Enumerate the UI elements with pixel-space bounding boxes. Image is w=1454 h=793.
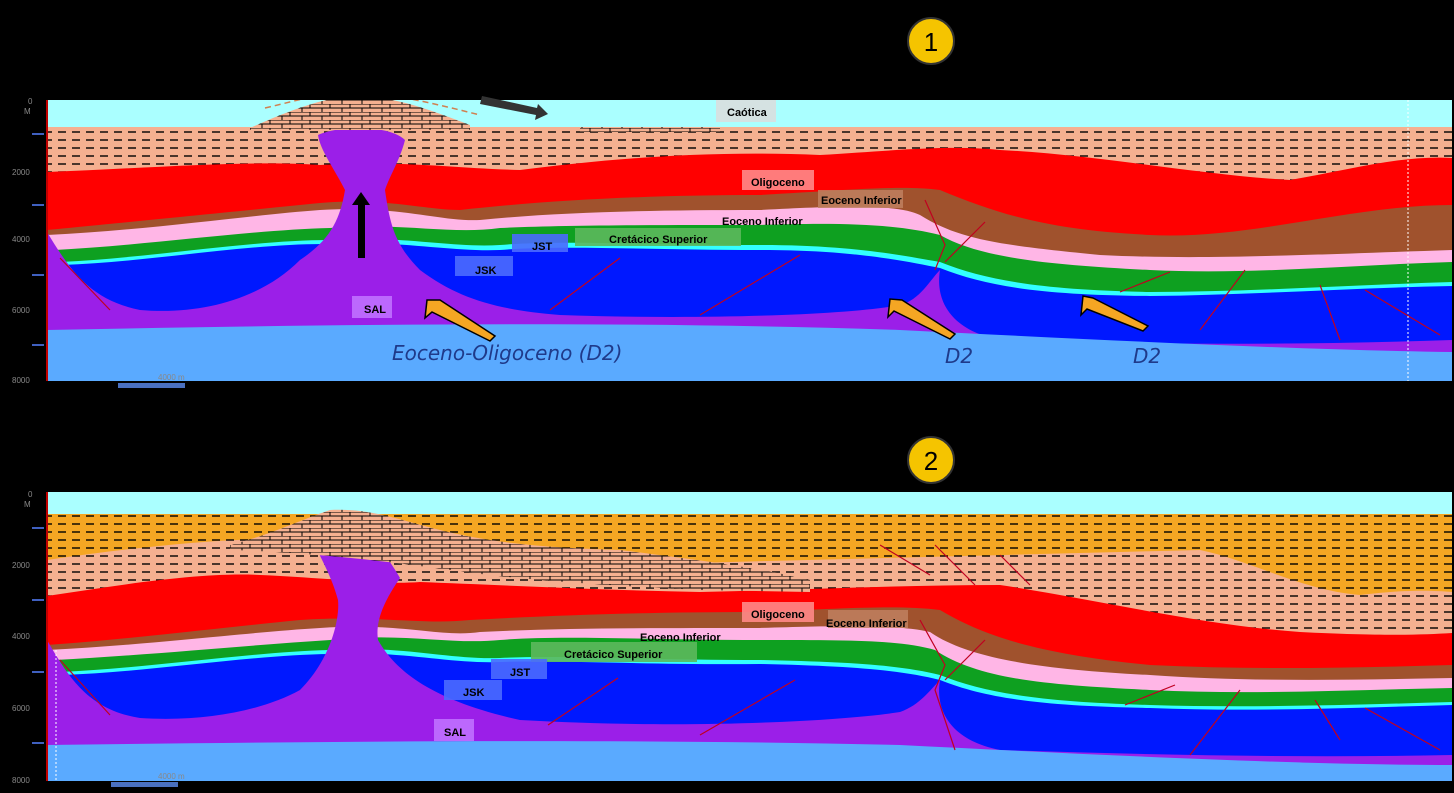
depth-top-label: 0	[28, 97, 33, 106]
depth-tick: 8000	[12, 376, 30, 385]
depth-unit-label: M	[24, 500, 31, 509]
dashed-paleo-surface	[264, 100, 481, 116]
depth-tick: 4000	[12, 235, 30, 244]
scale-bar	[111, 782, 178, 787]
carbonate-lens	[580, 127, 720, 132]
scale-bar	[118, 383, 185, 388]
label-jsk: JSK	[475, 265, 496, 277]
label-sal: SAL	[444, 727, 466, 739]
label-oligoceno: Oligoceno	[751, 609, 805, 621]
carbonate-buildup	[250, 100, 470, 130]
annotation-d2-2: D2	[1133, 344, 1161, 368]
depth-tick: 6000	[12, 306, 30, 315]
label-jst: JST	[532, 241, 552, 253]
depth-tick: 2000	[12, 168, 30, 177]
depth-top-label: 0	[28, 490, 33, 499]
depth-tick: 8000	[12, 776, 30, 785]
gravity-slide-arrow	[480, 96, 548, 120]
label-jsk: JSK	[463, 687, 484, 699]
faults	[59, 544, 1441, 756]
label-eoceno-inferior-2: Eoceno Inferior	[722, 216, 803, 228]
basement-layer	[47, 324, 1452, 381]
salt-layer	[47, 128, 1452, 381]
label-oligoceno: Oligoceno	[751, 177, 805, 189]
carbonate-buildup	[230, 509, 810, 592]
label-jst: JST	[510, 667, 530, 679]
annotation-eoceno-oligoceno-d2: Eoceno-Oligoceno (D2)	[392, 341, 622, 365]
scale-bar-label: 4000 m	[158, 772, 185, 781]
depth-tick: 2000	[12, 561, 30, 570]
label-cretacico-superior: Cretácico Superior	[609, 234, 708, 246]
depth-tick: 6000	[12, 704, 30, 713]
label-caotica: Caótica	[727, 107, 768, 119]
depth-axis-1: 0 M 2000 4000 6000 8000	[12, 97, 44, 385]
badge-number: 1	[924, 27, 938, 57]
depth-axis-2: 0 M 2000 4000 6000 8000	[12, 490, 44, 785]
label-sal: SAL	[364, 304, 386, 316]
section-2: 0 M 2000 4000 6000 8000 4000 m Oligoceno…	[12, 436, 1452, 787]
d2-arrows	[424, 295, 1150, 342]
label-eoceno-inferior: Eoceno Inferior	[826, 618, 907, 630]
badge-number: 2	[924, 446, 938, 476]
salt-layer	[47, 517, 1452, 781]
depth-tick: 4000	[12, 632, 30, 641]
faults	[59, 199, 1441, 341]
scale-bar-label: 4000 m	[158, 373, 185, 382]
label-eoceno-inferior: Eoceno Inferior	[821, 195, 902, 207]
salt-rise-arrow	[352, 192, 370, 258]
label-eoceno-inferior-2: Eoceno Inferior	[640, 632, 721, 644]
basement-layer	[47, 741, 1452, 781]
section-1: 0 M 2000 4000 6000 8000 4000 m Caótica O…	[12, 17, 1452, 388]
depth-unit-label: M	[24, 107, 31, 116]
label-cretacico-superior: Cretácico Superior	[564, 649, 663, 661]
section-badge-2: 2	[907, 436, 955, 484]
annotation-d2: D2	[945, 344, 973, 368]
section-badge-1: 1	[907, 17, 955, 65]
